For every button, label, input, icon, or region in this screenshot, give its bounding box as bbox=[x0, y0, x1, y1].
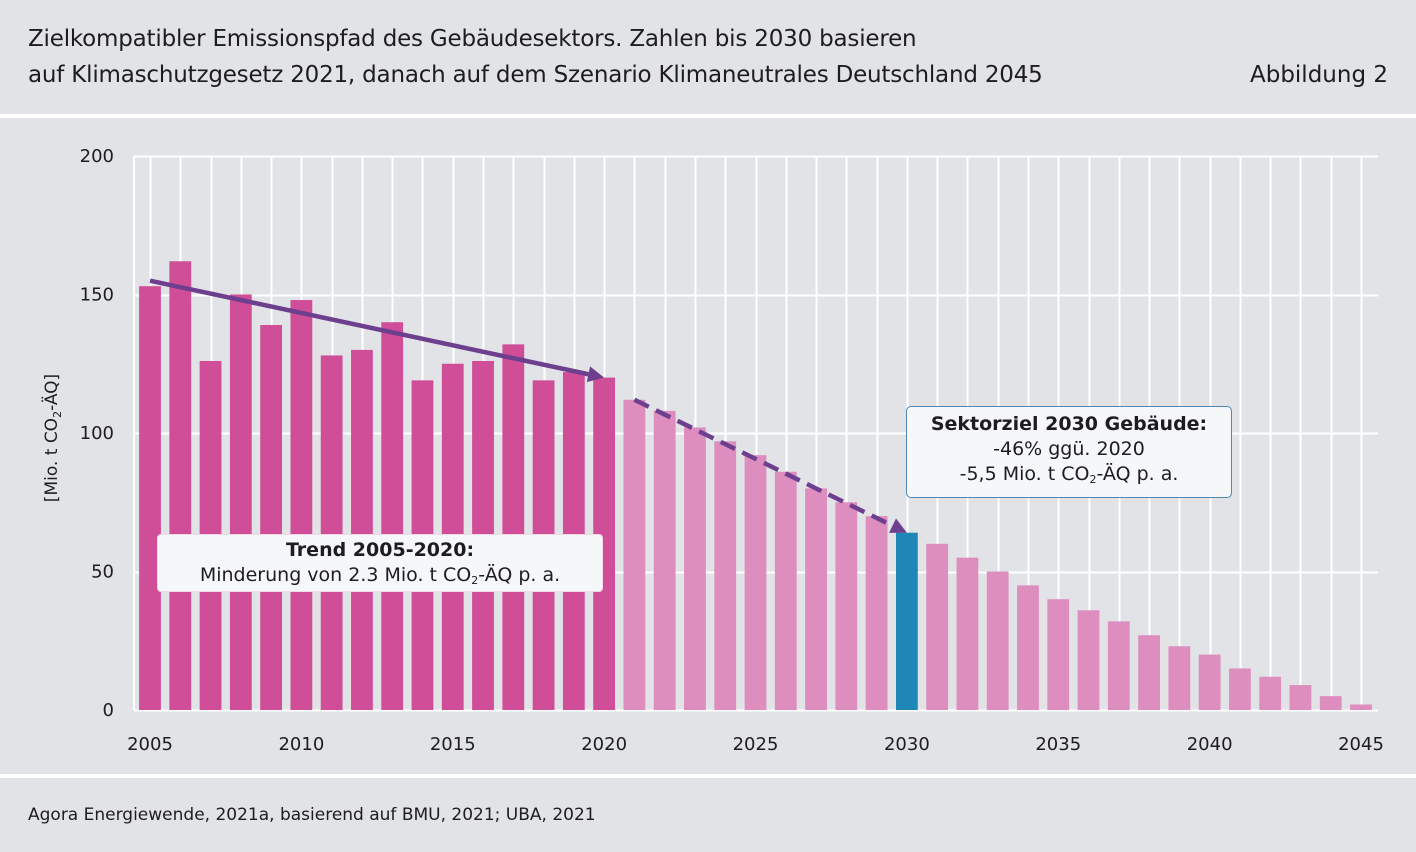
emissions-bar-chart: 0 50 100 150 200 2005 2010 2015 2020 2025 2030 2035… bbox=[41, 146, 1384, 755]
trend-arrow-head bbox=[586, 366, 605, 383]
target-annotation-line-2: -5,5 Mio. t CO2-ÄQ p. a. bbox=[959, 463, 1179, 486]
bar-2010 bbox=[290, 300, 313, 710]
bar-2030 bbox=[895, 532, 918, 710]
bar-2035 bbox=[1047, 599, 1070, 710]
bar-2042 bbox=[1259, 676, 1282, 710]
bar-2041 bbox=[1229, 668, 1251, 710]
bar-2013 bbox=[381, 322, 404, 710]
trend-annotation-title: Trend 2005-2020: bbox=[285, 539, 475, 561]
bar-2009 bbox=[260, 324, 282, 710]
x-tick-label: 2020 bbox=[581, 734, 627, 755]
bar-2027 bbox=[805, 488, 827, 710]
bar-2005 bbox=[139, 286, 161, 710]
x-tick-label: 2040 bbox=[1187, 734, 1233, 755]
bar-2029 bbox=[865, 516, 888, 710]
bar-2023 bbox=[684, 427, 706, 710]
bar-2032 bbox=[956, 557, 979, 710]
bar-2020 bbox=[593, 377, 616, 710]
y-tick-label: 200 bbox=[80, 146, 114, 167]
bar-2006 bbox=[169, 261, 192, 710]
top-divider bbox=[0, 114, 1416, 118]
bottom-divider bbox=[0, 774, 1416, 778]
target-arrow-head bbox=[889, 518, 907, 533]
x-tick-label: 2015 bbox=[430, 734, 476, 755]
figure-title-line-1: Zielkompatibler Emissionspfad des Gebäud… bbox=[28, 26, 917, 52]
bar-2034 bbox=[1017, 585, 1039, 710]
bar-2031 bbox=[926, 543, 949, 710]
x-tick-label: 2030 bbox=[884, 734, 930, 755]
bar-2039 bbox=[1168, 646, 1191, 710]
y-tick-label: 100 bbox=[80, 423, 114, 444]
y-axis-label: [Mio. t CO2-ÄQ] bbox=[41, 374, 64, 502]
figure-title-line-2: auf Klimaschutzgesetz 2021, danach auf d… bbox=[28, 62, 1043, 88]
trend-annotation-text: Minderung von 2.3 Mio. t CO2-ÄQ p. a. bbox=[199, 564, 561, 587]
target-annotation-box: Sektorziel 2030 Gebäude: -46% ggü. 2020 … bbox=[906, 406, 1232, 498]
target-annotation-line-1: -46% ggü. 2020 bbox=[993, 438, 1145, 460]
bar-2037 bbox=[1107, 621, 1130, 710]
figure-number-label: Abbildung 2 bbox=[1249, 62, 1388, 88]
bar-2017 bbox=[502, 344, 525, 710]
bar-2044 bbox=[1319, 696, 1342, 710]
bar-2022 bbox=[653, 410, 676, 710]
trend-arrow-line bbox=[149, 278, 589, 377]
bar-2011 bbox=[320, 355, 343, 710]
x-tick-label: 2005 bbox=[127, 734, 173, 755]
x-tick-label: 2045 bbox=[1338, 734, 1384, 755]
source-note: Agora Energiewende, 2021a, basierend auf… bbox=[28, 805, 596, 825]
x-tick-label: 2035 bbox=[1035, 734, 1081, 755]
bar-2008 bbox=[229, 294, 252, 710]
bar-2025 bbox=[744, 455, 767, 710]
bar-2024 bbox=[714, 441, 737, 710]
bar-2038 bbox=[1138, 635, 1160, 710]
bar-2021 bbox=[623, 399, 646, 710]
bar-2028 bbox=[835, 502, 858, 710]
bar-2043 bbox=[1289, 685, 1312, 710]
y-tick-label: 50 bbox=[91, 562, 114, 583]
x-tick-label: 2010 bbox=[278, 734, 324, 755]
trend-annotation-box: Trend 2005-2020: Minderung von 2.3 Mio. … bbox=[157, 534, 603, 592]
bar-2045 bbox=[1350, 704, 1372, 710]
target-annotation-title: Sektorziel 2030 Gebäude: bbox=[930, 413, 1208, 435]
bar-2026 bbox=[774, 471, 797, 710]
bar-2012 bbox=[351, 349, 373, 710]
x-tick-label: 2025 bbox=[733, 734, 779, 755]
bar-2033 bbox=[986, 571, 1009, 710]
y-tick-label: 150 bbox=[80, 285, 114, 306]
bar-2040 bbox=[1198, 654, 1221, 710]
y-tick-label: 0 bbox=[103, 700, 114, 721]
bar-2036 bbox=[1077, 610, 1100, 710]
